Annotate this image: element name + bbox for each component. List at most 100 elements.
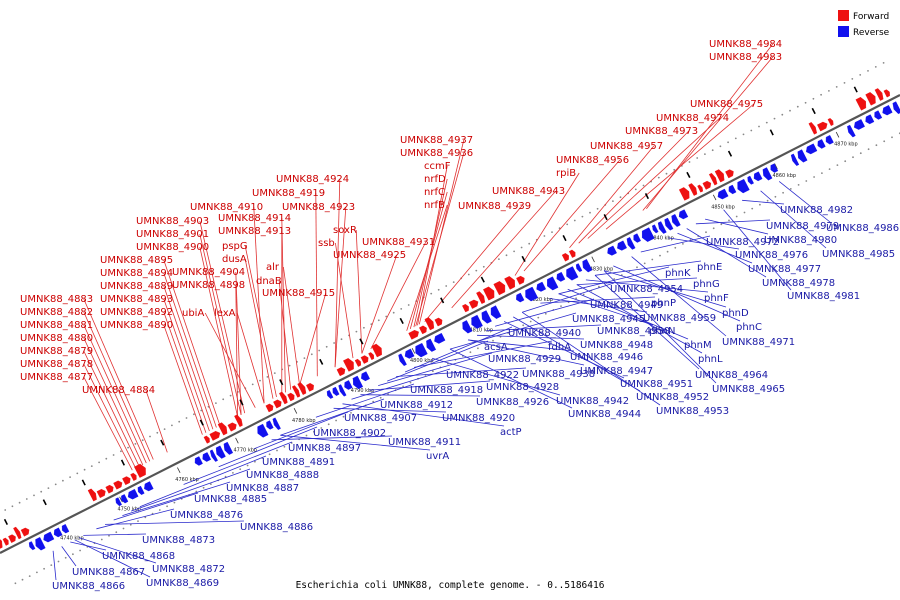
reverse-gene: [607, 245, 617, 256]
guide-dot: [573, 219, 576, 222]
leader-pspg: [244, 245, 277, 397]
guide-dot: [372, 400, 375, 403]
guide-dot: [158, 509, 161, 511]
guide-dot: [720, 223, 723, 226]
forward-gene: [697, 184, 704, 193]
reverse-gene: [352, 375, 364, 390]
label-umnk88-4982: UMNK88_4982: [780, 205, 853, 216]
label-umnk88-4881: UMNK88_4881: [20, 320, 93, 331]
forward-gene: [291, 385, 301, 398]
guide-dot: [589, 211, 591, 214]
leader-nrfd: [413, 178, 448, 328]
reverse-gene: [652, 224, 659, 234]
guide-dot: [891, 136, 893, 139]
reverse-gene: [53, 527, 63, 538]
leader-umnk88-4910: [253, 206, 265, 404]
forward-gene: [419, 325, 427, 335]
label-umnk88-4891: UMNK88_4891: [262, 457, 335, 468]
reverse-gene: [633, 233, 641, 243]
guide-dot: [310, 353, 313, 356]
label-umnk88-4976: UMNK88_4976: [735, 250, 808, 261]
guide-dot: [33, 494, 35, 497]
leader-umnk88-4980: [705, 218, 769, 235]
forward-gene: [287, 392, 295, 402]
leader-umnk88-4947: [467, 339, 585, 366]
label-umnk88-4925: UMNK88_4925: [333, 250, 406, 261]
guide-dot: [392, 311, 395, 314]
guide-dot: [100, 538, 103, 541]
guide-dot: [551, 231, 553, 234]
guide-dot: [239, 468, 242, 471]
leader-umnk88-4914: [281, 217, 286, 393]
leader-umnk88-4900: [199, 246, 238, 417]
scale-label-4800-kbp: 4800 kbp: [410, 358, 434, 364]
leader-actp: [342, 403, 505, 427]
forward-gene: [0, 539, 3, 549]
leader-umnk88-4926: [360, 394, 481, 397]
leader-umnk88-4939: [424, 205, 523, 322]
scale-label-4820-kbp: 4820 kbp: [529, 297, 553, 303]
guide-dot: [742, 133, 745, 136]
guide-dot: [141, 439, 144, 442]
guide-dot: [596, 207, 599, 210]
reverse-gene: [853, 119, 865, 130]
reverse-gene: [671, 214, 681, 227]
feature-mark: [160, 439, 165, 446]
guide-dot: [728, 219, 730, 222]
label-pspg: pspG: [222, 241, 248, 252]
label-umnk88-4900: UMNK88_4900: [136, 242, 209, 253]
forward-gene: [371, 343, 382, 358]
reverse-gene: [516, 292, 525, 303]
guide-dot: [705, 231, 707, 234]
reverse-gene: [194, 456, 203, 466]
reverse-gene: [332, 386, 340, 396]
leader-umnk88-4892: [163, 311, 207, 433]
leader-phnl: [576, 284, 703, 354]
label-umnk88-4949: UMNK88_4949: [590, 300, 663, 311]
guide-dot: [759, 203, 761, 206]
feature-mark: [120, 459, 126, 466]
scale-label-4750-kbp: 4750 kbp: [118, 506, 142, 512]
leader-umnk88-4869: [74, 539, 151, 578]
leader-alr: [283, 266, 300, 386]
guide-dot: [112, 454, 115, 456]
guide-dot: [529, 320, 532, 323]
guide-dot: [696, 157, 699, 159]
forward-gene: [273, 399, 282, 409]
guide-dot: [867, 70, 869, 72]
label-phnf: phnF: [704, 293, 729, 304]
label-umnk88-4911: UMNK88_4911: [388, 437, 461, 448]
guide-dot: [821, 172, 823, 175]
leader-umnk88-4880: [83, 337, 144, 466]
guide-dot: [852, 156, 854, 159]
label-ubia: ubiA: [182, 308, 204, 319]
scale-tick: [835, 131, 840, 138]
leader-umnk88-4907: [253, 411, 349, 450]
guide-dot: [642, 184, 645, 187]
guide-dot: [137, 520, 139, 522]
guide-dot: [477, 347, 479, 350]
label-phnc: phnC: [736, 322, 762, 333]
feature-mark: [727, 150, 733, 157]
leader-umnk88-4949: [494, 298, 595, 327]
reverse-gene: [847, 124, 856, 138]
label-umnk88-4959: UMNK88_4959: [643, 313, 716, 324]
guide-dot: [163, 428, 166, 430]
leader-umnk88-4944: [449, 348, 573, 409]
leader-umnk88-4985: [760, 190, 827, 249]
scale-tick: [411, 348, 416, 354]
gene-labels: UMNK88_4877 UMNK88_4878 UMNK88_4879 UMNK88_…: [20, 39, 899, 592]
reverse-gene: [657, 221, 667, 234]
leader-fdha: [413, 340, 553, 368]
leader-umnk88-4951: [503, 321, 625, 379]
leader-umnk88-4952: [512, 316, 641, 392]
leader-umnk88-4942: [431, 357, 561, 396]
guide-dot: [36, 571, 38, 574]
guide-dot: [62, 479, 64, 482]
guide-dot: [363, 326, 365, 329]
map-caption: Escherichia coli UMNK88, complete genome…: [296, 580, 605, 591]
reverse-gene: [404, 348, 415, 359]
guide-dot: [222, 398, 225, 401]
leader-umnk88-4885: [113, 492, 199, 521]
forward-gene: [808, 122, 818, 135]
